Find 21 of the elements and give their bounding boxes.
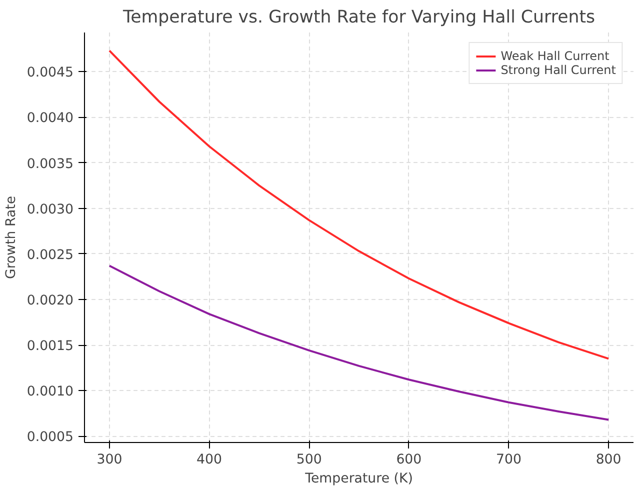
y-tick-label: 0.0020 (26, 293, 74, 308)
x-tick-label: 500 (296, 452, 322, 468)
legend-label: Weak Hall Current (500, 49, 610, 63)
x-tick-label: 300 (96, 452, 122, 468)
y-tick-label: 0.0010 (26, 384, 74, 400)
y-tick-label: 0.0035 (26, 156, 74, 172)
x-tick-label: 400 (196, 452, 222, 468)
y-tick-label: 0.0005 (26, 430, 74, 446)
y-tick-label: 0.0045 (26, 66, 74, 81)
y-tick-label: 0.0025 (26, 248, 74, 263)
y-axis-title: Growth Rate (4, 196, 19, 280)
x-tick-label: 700 (496, 452, 522, 468)
y-tick-label: 0.0015 (26, 339, 74, 354)
line-series (108, 264, 610, 421)
x-tick-label: 600 (396, 452, 422, 468)
legend-label: Strong Hall Current (500, 63, 616, 77)
y-tick-label: 0.0040 (26, 111, 74, 126)
y-tick-label: 0.0030 (26, 202, 74, 218)
x-tick-label: 800 (596, 452, 622, 468)
chart-title: Temperature vs. Growth Rate for Varying Hall Currents (122, 8, 596, 28)
x-axis-title: Temperature (K) (304, 472, 413, 486)
